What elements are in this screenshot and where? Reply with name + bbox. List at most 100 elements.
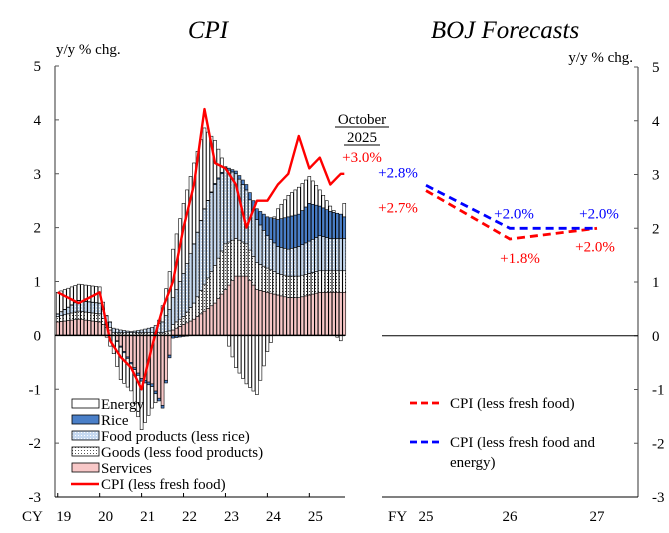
bar-segment-food [276,246,280,274]
bar-segment-energy [83,284,88,302]
bar-segment-services [338,291,343,336]
bar-segment-energy [248,335,252,388]
bar-segment-services [66,320,71,336]
bar-segment-rice [237,175,242,180]
bar-segment-rice [234,170,238,175]
bar-segment-goods [178,318,182,327]
annotation-year: 2025 [347,130,377,146]
left-x-tick-label: 21 [140,509,155,525]
bar-segment-food [213,184,217,266]
bar-segment-food [90,301,95,314]
bar-segment-food [290,247,294,277]
bar-segment-services [136,335,140,374]
bar-segment-energy [199,139,203,221]
bar-segment-food [129,331,133,333]
boj-chart-title: BOJ Forecasts [431,17,579,44]
legend-label-energy: Energy [101,397,145,413]
bar-segment-energy [139,380,144,430]
right-y-tick-label: -2 [652,436,665,452]
bar-segment-services [94,321,98,336]
bar-segment-services [251,284,256,336]
bar-segment-food [244,189,249,245]
bar-segment-energy [241,335,245,379]
bar-segment-services [80,319,84,336]
bar-segment-services [255,289,259,336]
bar-segment-rice [276,219,280,247]
bar-segment-food [206,200,210,279]
bar-segment-goods [338,270,343,293]
bar-segment-food [265,235,270,269]
bar-segment-energy [265,335,270,352]
annotation-value: +3.0% [342,150,382,166]
bar-segment-services [157,335,161,399]
bar-segment-energy [237,335,242,374]
bar-segment-energy [290,192,294,217]
bar-segment-rice [146,381,151,386]
bar-segment-food [223,168,228,245]
bar-segment-services [209,305,214,336]
legend-label-cpi-less-fresh-food-energy-line2: energy) [450,455,496,471]
right-y-tick-label: -3 [652,490,665,506]
bar-segment-food [87,301,91,313]
forecast-data-label: +2.0% [575,239,615,255]
left-x-tick-label: 24 [266,509,282,525]
bar-segment-energy [76,283,81,301]
forecast-data-label: +1.8% [500,251,540,267]
bar-segment-goods [223,243,228,290]
bar-segment-food [132,330,137,333]
bar-segment-food [338,238,343,272]
bar-segment-services [304,295,308,336]
bar-segment-rice [311,203,315,240]
bar-segment-services [115,335,119,342]
bar-segment-services [223,289,228,336]
bar-segment-food [83,300,88,313]
bar-segment-goods [76,310,81,320]
legend-label-food: Food products (less rice) [101,429,250,445]
bar-segment-food [293,247,298,277]
left-x-tick-label: 23 [224,509,239,525]
right-x-prefix: FY [388,509,407,525]
legend-label-goods: Goods (less food products) [101,445,263,461]
bar-segment-goods [290,275,294,298]
bar-segment-goods [192,302,196,320]
bar-segment-rice [321,207,326,237]
forecast-line-0 [425,189,598,241]
bar-segment-services [237,275,242,336]
bar-segment-rice [262,213,266,231]
bar-segment-services [73,319,78,336]
bar-segment-energy [338,335,343,342]
bar-segment-goods [272,271,277,295]
legend-label-cpi-less-fresh-food: CPI (less fresh food) [450,396,575,412]
bar-segment-rice [328,211,333,239]
bar-segment-rice [227,167,231,171]
right-x-tick-label: 26 [503,509,519,525]
bar-segment-goods [311,272,315,295]
bar-segment-services [283,296,287,336]
bar-segment-goods [171,324,175,331]
forecast-line-1 [425,184,597,230]
bar-segment-food [139,329,144,333]
bar-segment-food [209,192,214,272]
bar-segment-services [258,290,263,336]
bar-segment-rice [304,206,308,244]
bar-segment-services [97,321,102,336]
bar-segment-services [342,291,347,336]
bar-segment-goods [94,313,98,322]
bar-segment-services [290,297,294,336]
bar-segment-food [108,321,112,328]
bar-segment-food [174,289,179,323]
bar-segment-services [90,320,95,336]
left-x-tick-label: 22 [182,509,197,525]
bar-segment-rice [293,214,298,248]
left-x-tick-label: 20 [98,509,113,525]
bar-segment-energy [293,189,298,216]
annotation-month: October [338,112,386,128]
bar-segment-food [321,236,326,272]
bar-segment-goods [73,311,78,320]
bar-segment-rice [331,212,336,239]
right-y-tick-label: 0 [652,329,660,345]
bar-segment-services [265,291,270,336]
bar-segment-goods [307,273,312,296]
legend-label-rice: Rice [101,413,129,429]
